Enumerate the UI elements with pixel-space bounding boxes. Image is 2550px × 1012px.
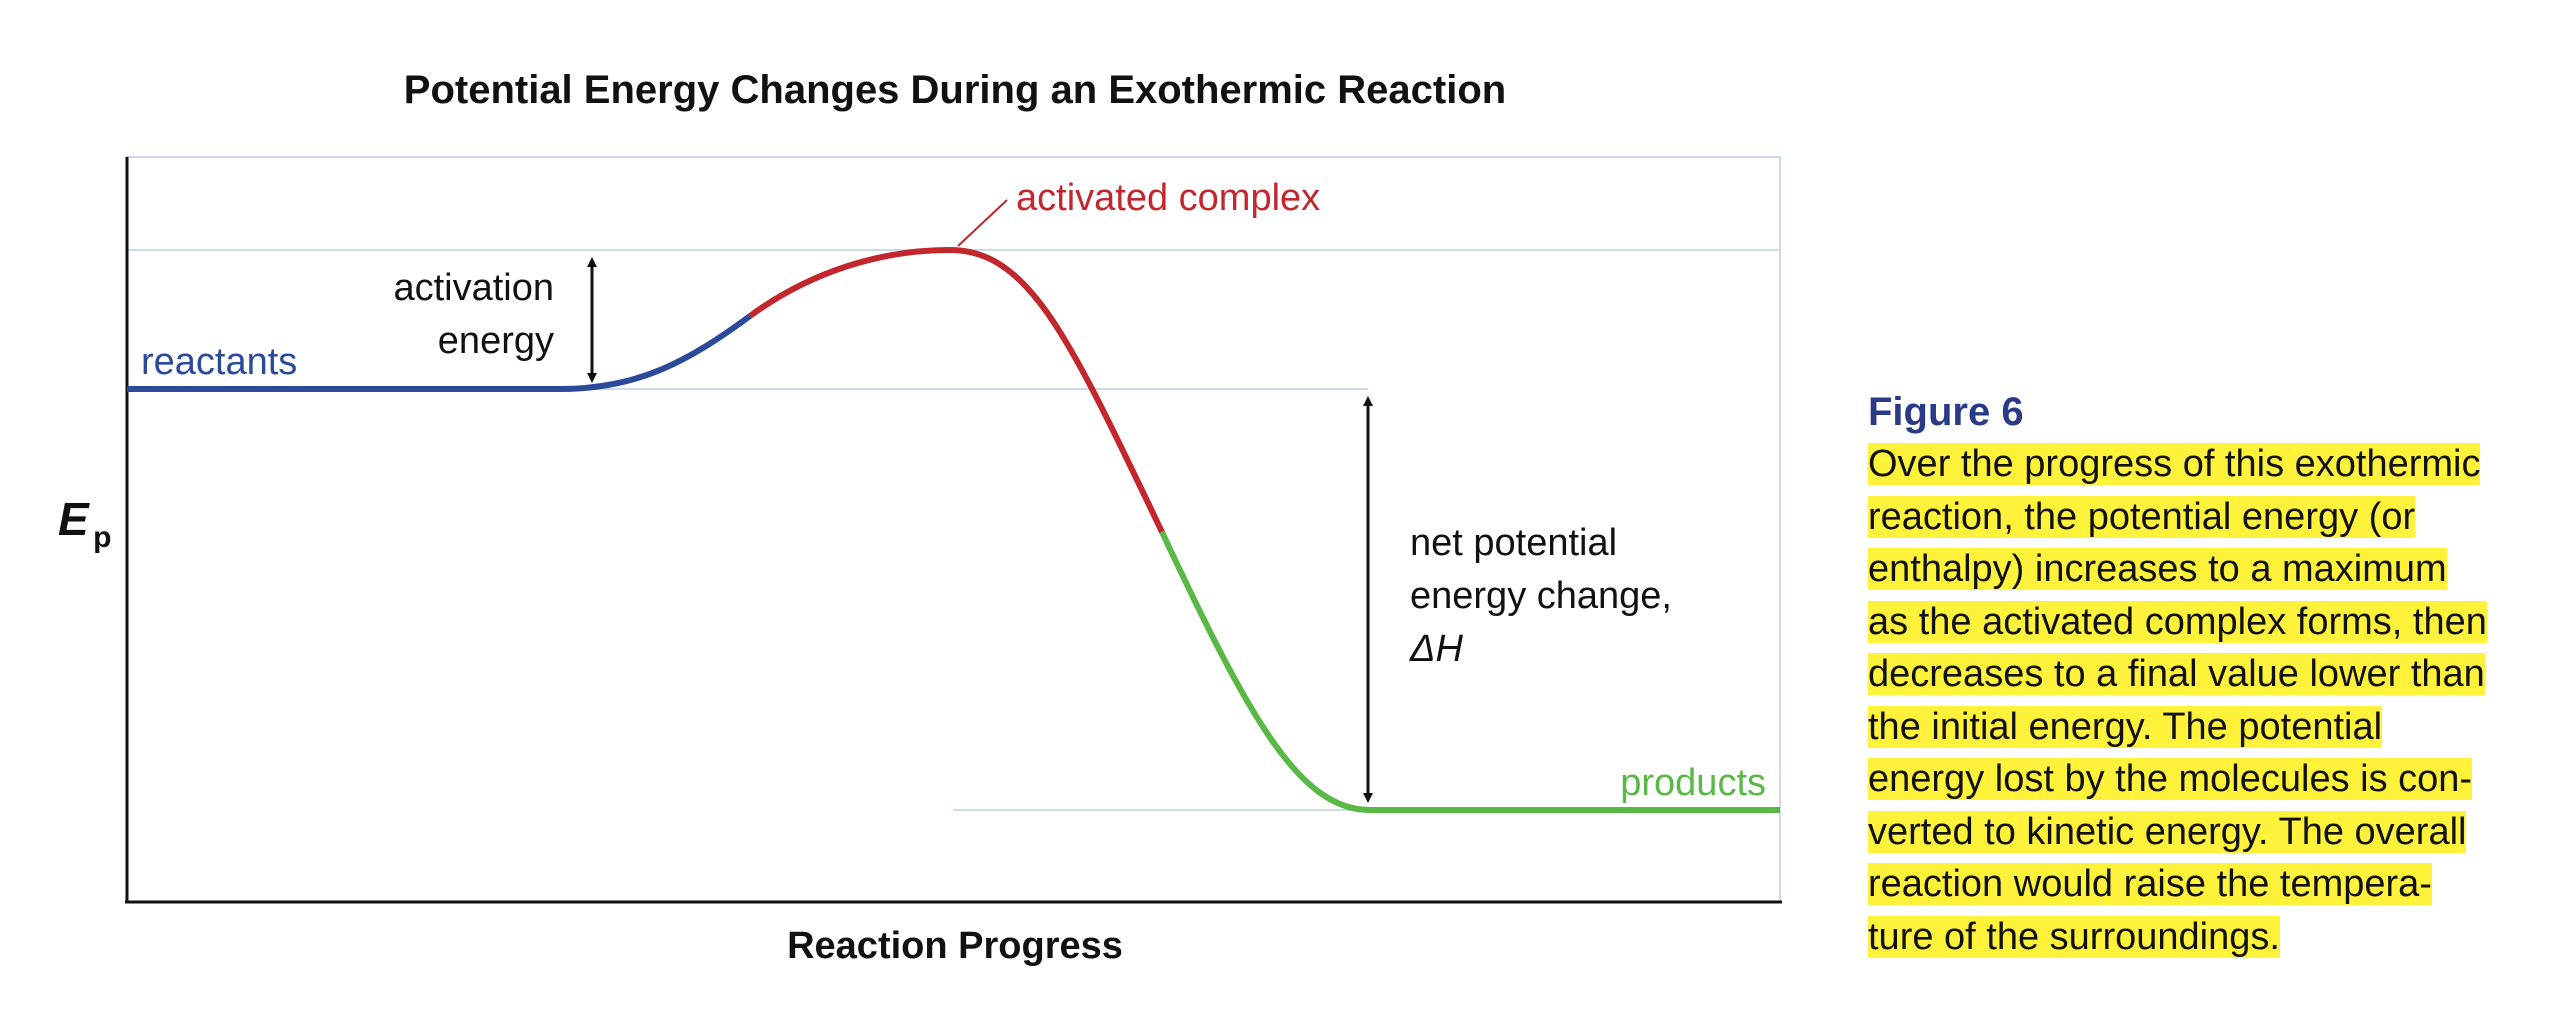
y-axis-title-sub: p [93, 521, 111, 554]
caption-line: as the activated complex forms, then [1868, 600, 2487, 643]
net-change-symbol: ΔH [1409, 628, 1463, 670]
curve-transition [748, 246, 1165, 534]
x-axis-title: Reaction Progress [787, 925, 1123, 967]
curve-products [1159, 530, 1780, 813]
activated-complex-pointer [957, 199, 1008, 247]
caption-line: verted to kinetic energy. The overall [1868, 810, 2467, 853]
chart-title: Potential Energy Changes During an Exoth… [404, 68, 1506, 112]
net-change-label-line2: energy change, [1410, 575, 1672, 617]
y-axis-title-main: E [58, 493, 90, 545]
products-label: products [1620, 762, 1766, 804]
caption-line: reaction, the potential energy (or [1868, 495, 2416, 538]
net-change-label-line1: net potential [1410, 522, 1617, 564]
caption-line: energy lost by the molecules is con- [1868, 758, 2473, 800]
activation-energy-label-line1: activation [393, 267, 554, 309]
caption-body: Over the progress of this exothermic rea… [1868, 438, 2538, 963]
reactants-label: reactants [141, 341, 297, 383]
caption-line: reaction would raise the tempera- [1868, 863, 2432, 905]
y-axis-title: E p [58, 493, 111, 554]
caption-line: ture of the surroundings. [1868, 915, 2280, 958]
figure-caption: Figure 6 Over the progress of this exoth… [1868, 386, 2538, 963]
caption-line: the initial energy. The potential [1868, 705, 2383, 748]
caption-line: decreases to a final value lower than [1868, 653, 2485, 695]
curve-reactants [127, 313, 752, 392]
caption-title: Figure 6 [1868, 390, 2024, 434]
activated-complex-label: activated complex [1016, 177, 1320, 219]
caption-line: enthalpy) increases to a maximum [1868, 548, 2447, 590]
caption-line: Over the progress of this exothermic [1868, 443, 2481, 485]
activation-energy-label-line2: energy [438, 320, 554, 362]
